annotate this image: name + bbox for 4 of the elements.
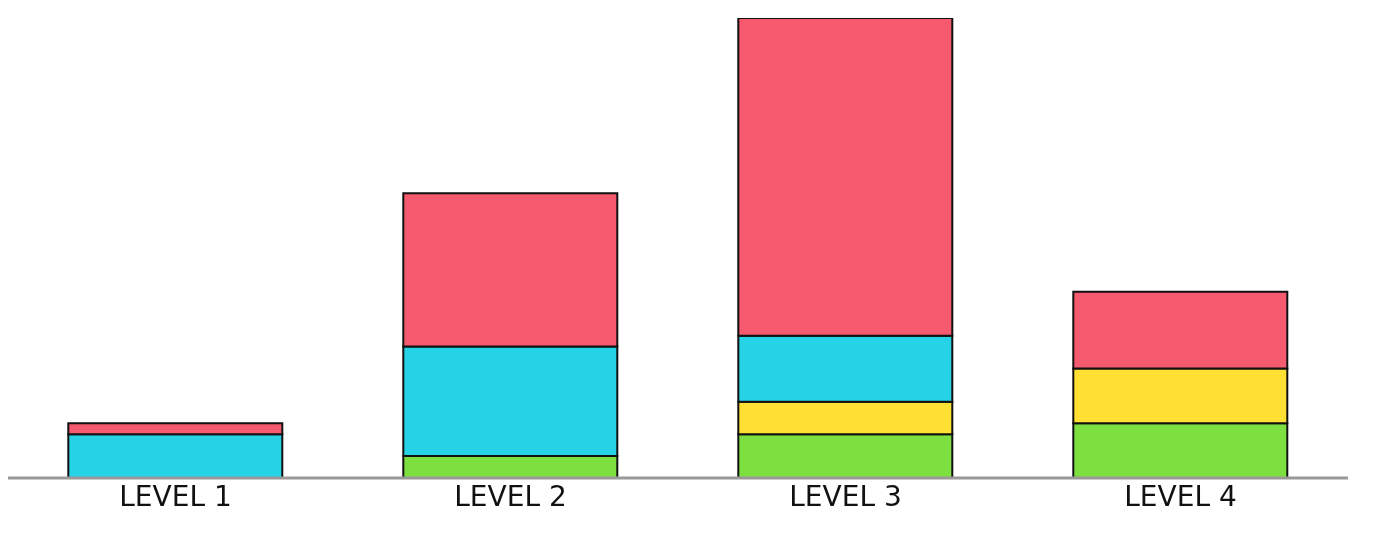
x-tick-label: LEVEL 1 xyxy=(119,479,232,513)
x-tick-label: LEVEL 4 xyxy=(1124,479,1237,513)
x-tick-label: LEVEL 2 xyxy=(454,479,567,513)
x-tick-label: LEVEL 3 xyxy=(789,479,902,513)
